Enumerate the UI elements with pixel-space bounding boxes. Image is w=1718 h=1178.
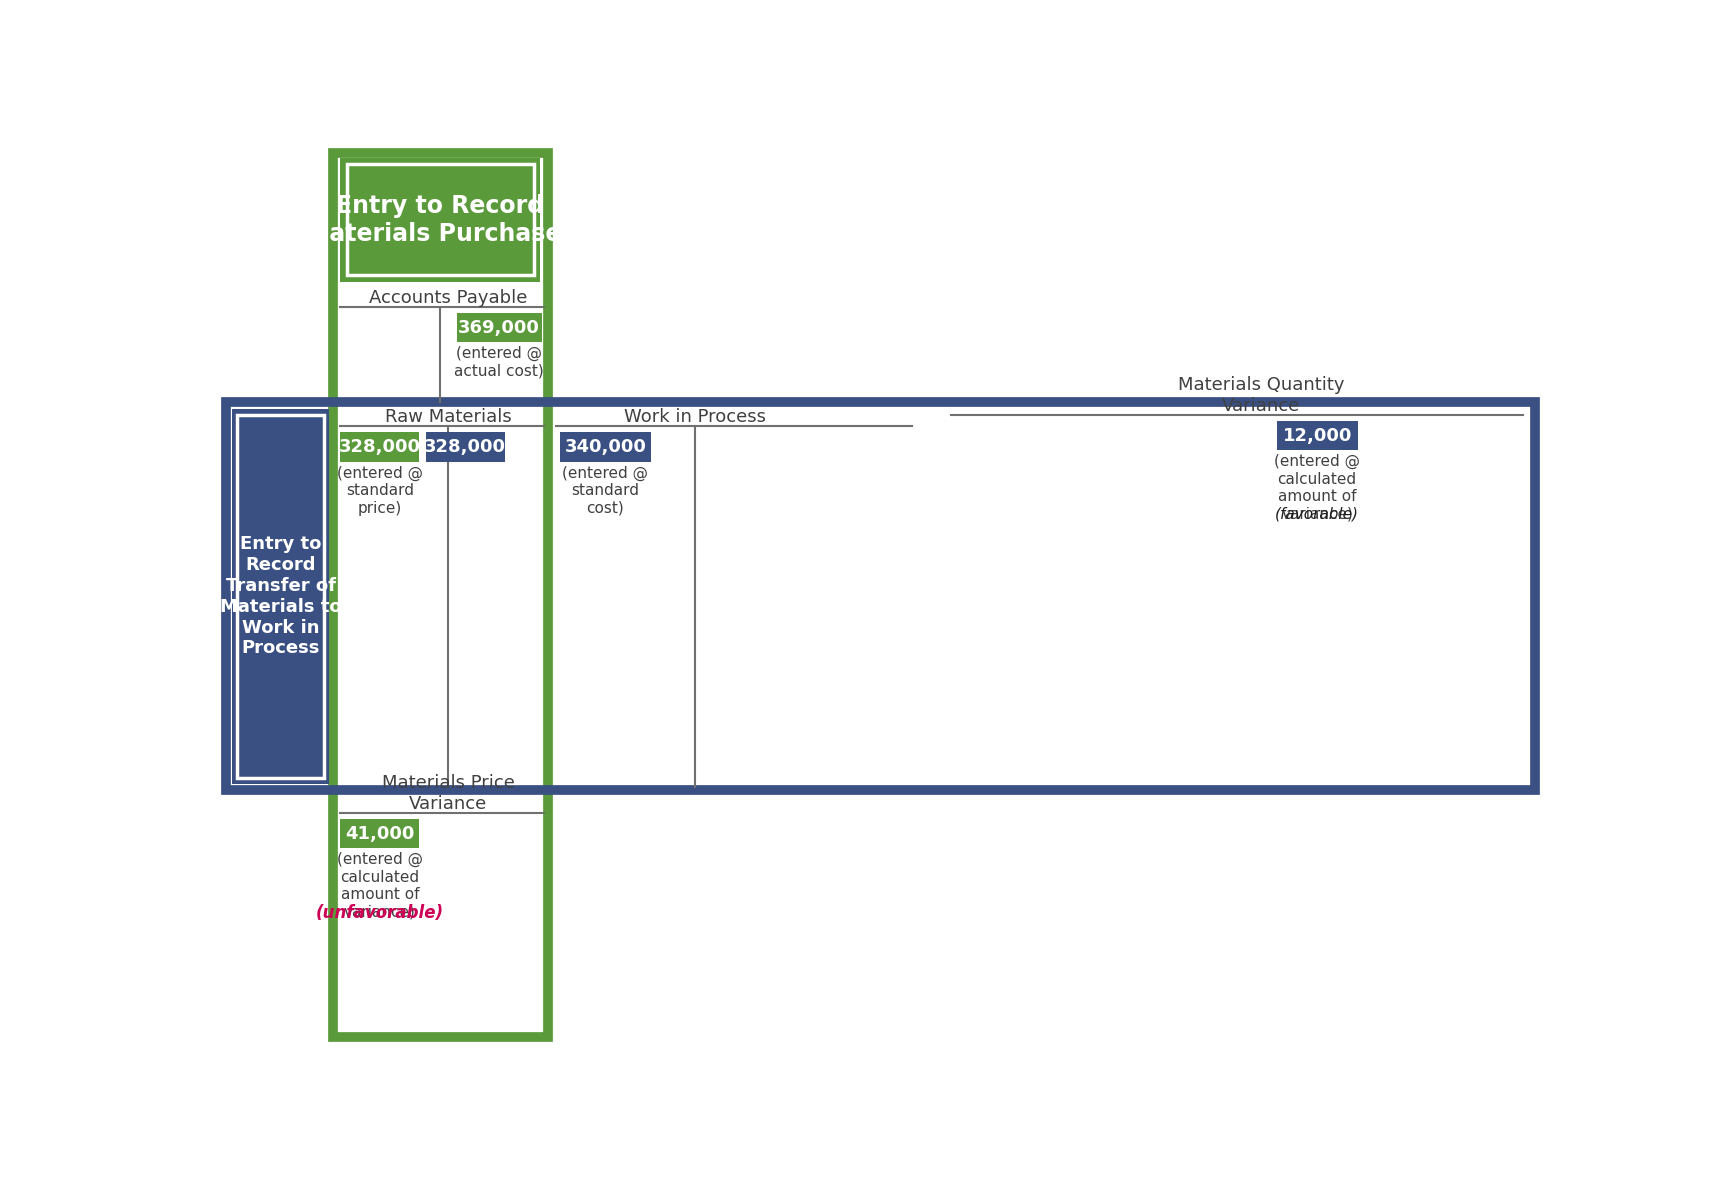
Text: (entered @
actual cost): (entered @ actual cost) <box>454 346 545 379</box>
Text: 41,000: 41,000 <box>345 825 414 842</box>
Text: (entered @
calculated
amount of
variance): (entered @ calculated amount of variance… <box>337 852 423 920</box>
Text: Materials Quantity
Variance: Materials Quantity Variance <box>1179 376 1343 415</box>
Text: (entered @
standard
cost): (entered @ standard cost) <box>562 465 648 516</box>
Text: Work in Process: Work in Process <box>624 409 766 426</box>
Text: Raw Materials: Raw Materials <box>385 409 512 426</box>
Bar <box>333 153 548 1037</box>
Bar <box>340 819 419 848</box>
Text: Materials Price
Variance: Materials Price Variance <box>381 774 514 813</box>
Text: 369,000: 369,000 <box>459 319 539 337</box>
Bar <box>1276 421 1357 450</box>
Bar <box>426 432 505 462</box>
Text: 340,000: 340,000 <box>565 438 646 456</box>
Text: 328,000: 328,000 <box>338 438 421 456</box>
Text: Accounts Payable: Accounts Payable <box>369 289 527 307</box>
Text: (entered @
standard
price): (entered @ standard price) <box>337 465 423 516</box>
Bar <box>560 432 651 462</box>
Text: Entry to Record
Materials Purchases: Entry to Record Materials Purchases <box>306 194 576 246</box>
Bar <box>340 432 419 462</box>
Text: (favorable): (favorable) <box>1275 507 1359 522</box>
Text: (entered @
calculated
amount of
variance): (entered @ calculated amount of variance… <box>1275 454 1361 522</box>
Text: (unfavorable): (unfavorable) <box>316 905 443 922</box>
Text: 328,000: 328,000 <box>424 438 507 456</box>
Bar <box>347 165 534 276</box>
Bar <box>230 406 1531 786</box>
Bar <box>237 415 325 779</box>
Bar <box>227 402 1534 790</box>
Text: Entry to
Record
Transfer of
Materials to
Work in
Process: Entry to Record Transfer of Materials to… <box>220 536 342 657</box>
Bar <box>340 158 539 282</box>
Bar <box>457 313 541 343</box>
Bar <box>232 409 330 783</box>
Text: 12,000: 12,000 <box>1283 426 1352 444</box>
Bar <box>337 157 543 1033</box>
